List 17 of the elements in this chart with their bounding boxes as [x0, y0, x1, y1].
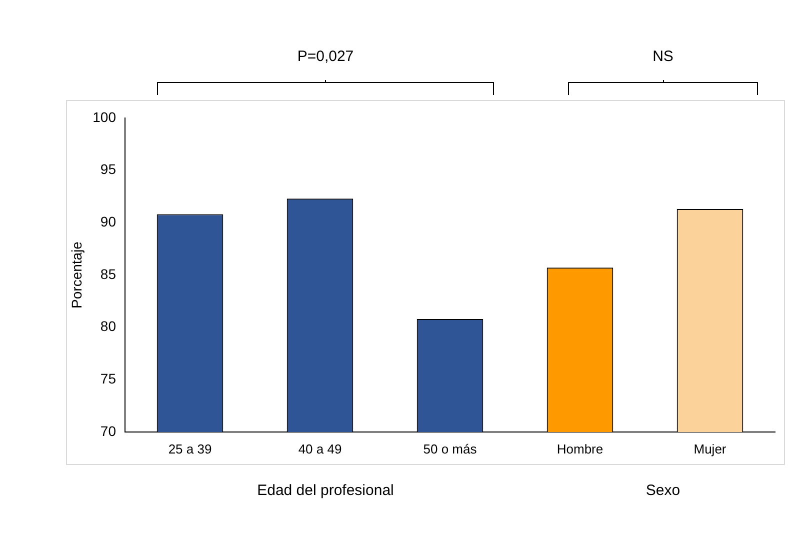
- text: Sexo: [644, 482, 682, 499]
- x-tick-label: Mujer: [694, 441, 727, 456]
- y-tick-label: 100: [92, 108, 116, 125]
- x-tick-label: Hombre: [556, 441, 604, 456]
- text: P=0,027: [296, 48, 355, 65]
- y-tick-label: 80: [100, 318, 116, 334]
- y-tick-label: 85: [100, 266, 116, 282]
- y-tick-label: 75: [100, 370, 116, 387]
- x-tick-label: 25 a 39: [168, 441, 212, 456]
- x-tick-label: 50 o más: [423, 441, 478, 456]
- y-axis-title: Porcentaje: [68, 241, 84, 308]
- x-tick-label: 40 a 49: [298, 441, 342, 456]
- y-tick-label: 70: [100, 422, 116, 439]
- text: Edad del profesional: [256, 482, 395, 499]
- y-tick-label: 90: [100, 214, 116, 230]
- text: NS: [652, 48, 674, 65]
- y-tick-label: 95: [100, 161, 116, 178]
